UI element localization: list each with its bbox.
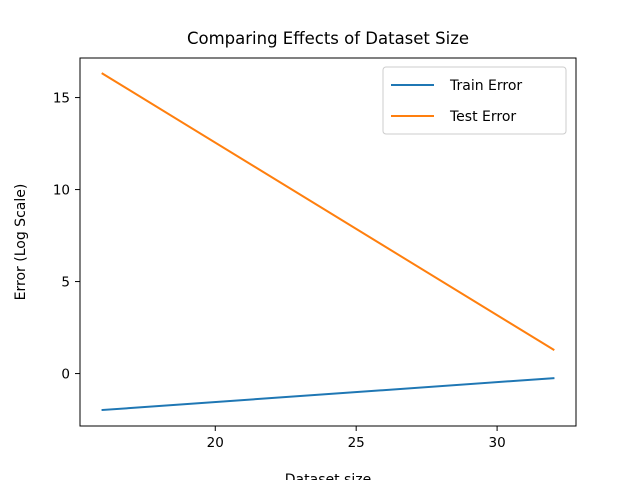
- legend-box: [382, 66, 567, 135]
- chart-title: Comparing Effects of Dataset Size: [187, 29, 469, 48]
- x-axis-label: Dataset size: [285, 472, 371, 480]
- plot-frame: [79, 57, 577, 427]
- legend-label-0: Train Error: [449, 78, 522, 94]
- y-tick-label: 5: [61, 275, 70, 291]
- x-tick-label: 30: [488, 435, 505, 451]
- y-tick-label: 15: [53, 91, 70, 107]
- legend: Train Error Test Error: [382, 66, 567, 135]
- series-line-0: [101, 377, 555, 412]
- y-axis-ticks: 0 5 10 15: [53, 91, 80, 383]
- y-tick-label: 0: [61, 367, 70, 383]
- plot-lines: [101, 72, 555, 412]
- x-axis-ticks: 20 25 30: [207, 426, 506, 451]
- series-line-1: [101, 72, 555, 352]
- legend-label-1: Test Error: [449, 109, 516, 125]
- x-tick-label: 25: [348, 435, 365, 451]
- y-tick-label: 10: [53, 183, 70, 199]
- x-tick-label: 20: [207, 435, 224, 451]
- y-axis-label: Error (Log Scale): [13, 184, 29, 301]
